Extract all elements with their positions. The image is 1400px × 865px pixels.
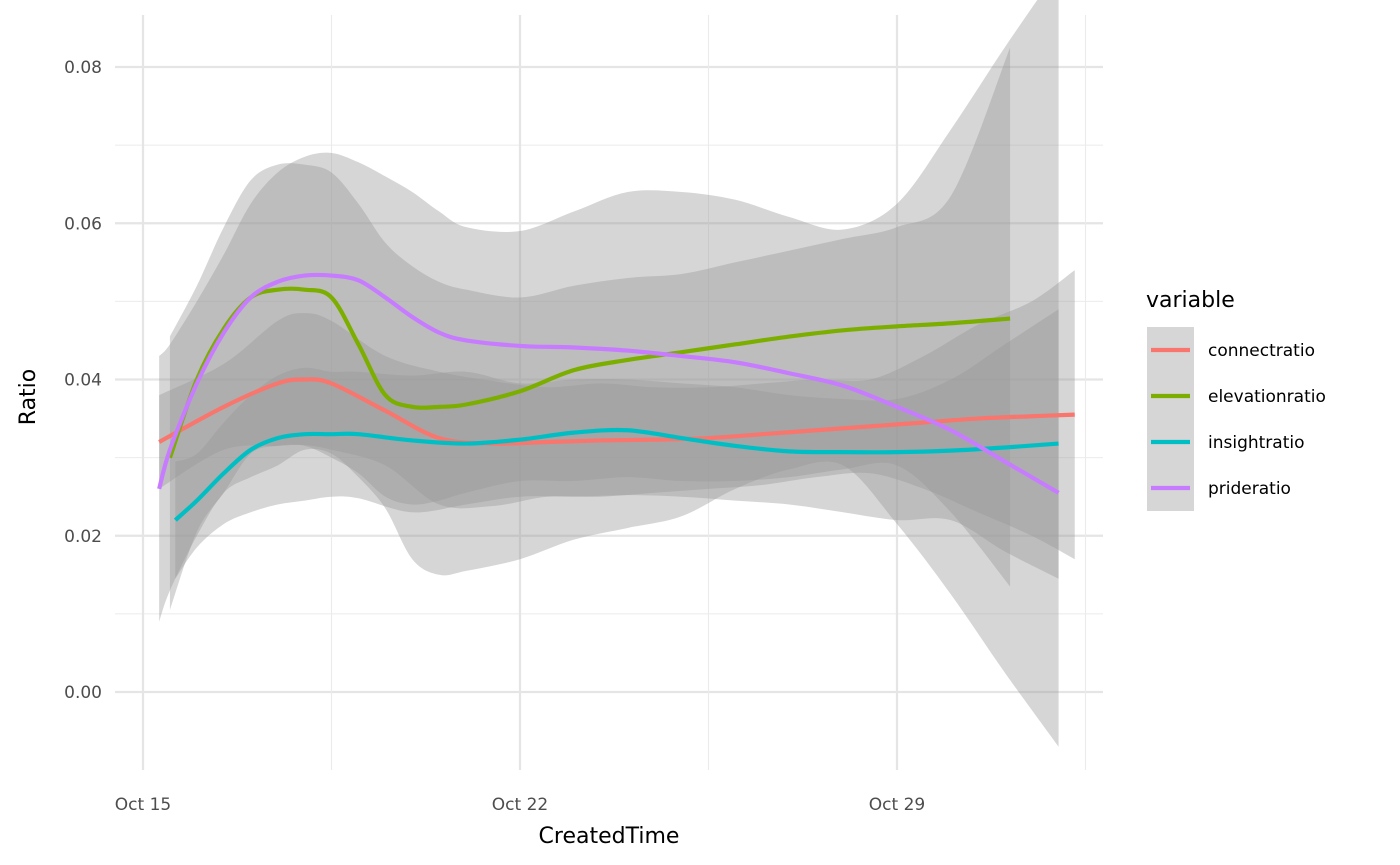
legend-label: prideratio — [1208, 479, 1291, 499]
x-tick-label: Oct 29 — [869, 795, 925, 815]
legend-item-connectratio: connectratio — [1147, 327, 1315, 373]
confidence-bands — [159, 0, 1075, 747]
series-line-prideratio — [157, 272, 1060, 495]
confidence-band-elevationratio — [169, 47, 1011, 610]
y-axis-title: Ratio — [16, 369, 41, 425]
x-tick-label: Oct 15 — [115, 795, 171, 815]
y-tick-label: 0.04 — [64, 371, 102, 391]
x-tick-label: Oct 22 — [492, 795, 548, 815]
legend-item-elevationratio: elevationratio — [1147, 373, 1326, 419]
y-tick-label: 0.02 — [64, 527, 102, 547]
legend: variable connectratio elevationratio insig… — [1146, 288, 1326, 511]
y-tick-label: 0.08 — [64, 58, 102, 78]
legend-label: elevationratio — [1208, 387, 1326, 407]
series-lines — [157, 272, 1075, 522]
confidence-band-insightratio — [175, 309, 1059, 579]
x-axis-ticks: Oct 15 Oct 22 Oct 29 — [115, 795, 925, 815]
x-axis-title: CreatedTime — [539, 824, 680, 849]
y-tick-label: 0.00 — [64, 683, 102, 703]
y-tick-label: 0.06 — [64, 214, 102, 234]
series-line-insightratio — [173, 427, 1059, 522]
legend-item-prideratio: prideratio — [1147, 465, 1291, 511]
series-line-connectratio — [158, 377, 1075, 446]
y-axis-ticks: 0.00 0.02 0.04 0.06 0.08 — [64, 58, 102, 703]
confidence-band-prideratio — [159, 0, 1059, 747]
legend-item-insightratio: insightratio — [1147, 419, 1305, 465]
legend-title: variable — [1146, 288, 1235, 313]
confidence-band-connectratio — [159, 270, 1075, 560]
legend-label: insightratio — [1208, 433, 1305, 453]
legend-label: connectratio — [1208, 341, 1315, 361]
